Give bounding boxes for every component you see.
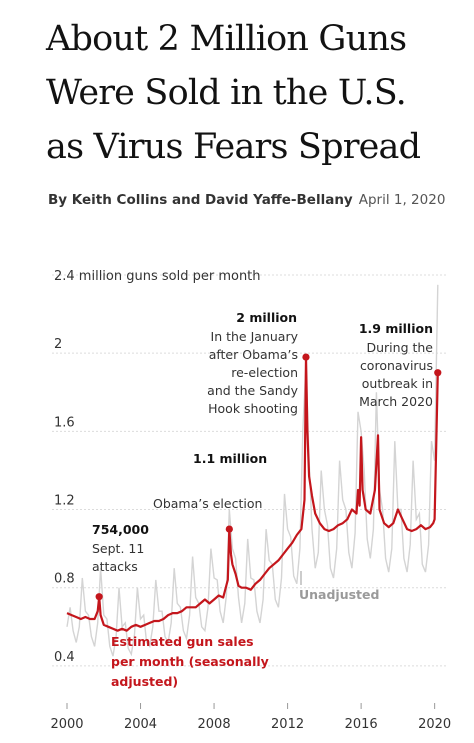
annotation-marker (434, 369, 442, 377)
x-tick-labels: 2000 2004 2008 2012 2016 2020 (50, 717, 451, 732)
x-tick-label: 2004 (124, 717, 157, 732)
annotation-coronavirus-value: 1.9 million (359, 321, 433, 336)
adjusted-series-line (66, 356, 439, 632)
annotation-coronavirus-line-4: March 2020 (359, 394, 433, 409)
annotation-911-value: 754,000 (92, 522, 149, 537)
y-tick-label: 2 (54, 337, 62, 352)
x-tick-label: 2016 (345, 717, 378, 732)
headline-line-3: as Virus Fears Spread (46, 127, 421, 167)
y-tick-labels: 0.4 0.8 1.2 1.6 2 (54, 337, 75, 665)
annotation-obama-line-1: Obama’s election (153, 496, 262, 511)
adjusted-series-label-line-3: adjusted) (111, 674, 178, 689)
headline-line-1: About 2 Million Guns (46, 19, 407, 59)
byline: By Keith Collins and David Yaffe-Bellany… (48, 192, 445, 208)
annotation-reelection-line-4: and the Sandy (207, 383, 298, 398)
annotation-911-line-1: Sept. 11 (92, 541, 144, 556)
unadjusted-series-line (66, 284, 439, 657)
gridlines (52, 274, 446, 667)
x-tick-label: 2008 (198, 717, 231, 732)
annotation-marker (225, 525, 233, 533)
byline-date: April 1, 2020 (358, 192, 446, 208)
headline-line-2: Were Sold in the U.S. (46, 73, 407, 113)
annotation-reelection-line-1: In the January (211, 329, 299, 344)
y-tick-label: 1.6 (54, 415, 75, 430)
annotation-coronavirus-line-1: During the (366, 340, 433, 355)
annotation-reelection-value: 2 million (236, 310, 297, 325)
annotation-reelection-line-5: Hook shooting (208, 401, 298, 416)
x-tick-marks (66, 703, 436, 709)
y-tick-label: 0.8 (54, 572, 75, 587)
gun-sales-chart: 0.4 0.8 1.2 1.6 2 2.4 million guns sold per … (50, 269, 451, 732)
x-tick-label: 2012 (271, 717, 304, 732)
annotation-marker (302, 353, 310, 361)
y-tick-label: 1.2 (54, 494, 75, 509)
x-tick-label: 2000 (50, 717, 83, 732)
y-axis-label: 2.4 million guns sold per month (54, 269, 261, 284)
byline-authors: By Keith Collins and David Yaffe-Bellany (48, 192, 353, 208)
unadjusted-series-label: Unadjusted (299, 587, 379, 602)
annotation-marker (95, 593, 103, 601)
y-tick-label: 0.4 (54, 650, 75, 665)
headline: About 2 Million Guns Were Sold in the U.… (46, 12, 466, 174)
annotation-coronavirus-line-3: outbreak in (362, 376, 433, 391)
adjusted-series-label-line-1: Estimated gun sales (111, 634, 254, 649)
adjusted-series-label-line-2: per month (seasonally (111, 654, 269, 669)
annotation-reelection-line-2: after Obama’s (209, 347, 298, 362)
annotation-coronavirus-line-2: coronavirus (360, 358, 433, 373)
x-tick-label: 2020 (418, 717, 451, 732)
annotation-obama-value: 1.1 million (193, 451, 267, 466)
annotation-markers (95, 353, 442, 601)
annotation-911-line-2: attacks (92, 559, 138, 574)
annotation-reelection-line-3: re-election (231, 365, 298, 380)
